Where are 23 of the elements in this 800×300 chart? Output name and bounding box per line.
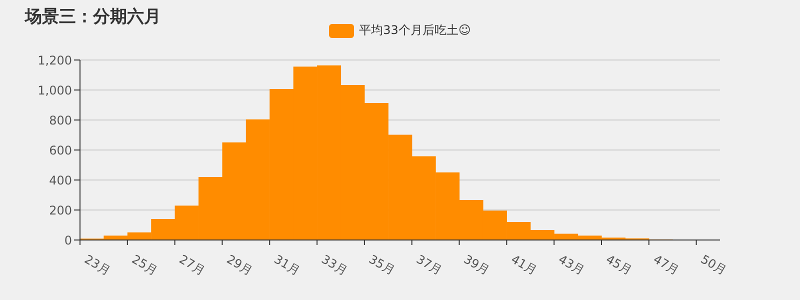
x-tick-label: 31月 — [272, 252, 302, 278]
legend-label: 平均33个月后吃土☺ — [359, 22, 471, 39]
y-tick-label: 400 — [49, 173, 72, 188]
chart-title: 场景三：分期六月 — [25, 6, 161, 28]
x-tick-label: 25月 — [130, 252, 160, 278]
x-tick-label: 41月 — [508, 252, 540, 278]
x-tick-label: 33月 — [319, 252, 350, 278]
x-tick-label: 50月 — [698, 252, 730, 278]
y-tick-label: 1,200 — [38, 53, 72, 68]
y-tick-label: 600 — [49, 143, 72, 158]
x-tick-label: 35月 — [366, 252, 398, 278]
x-tick-label: 29月 — [224, 252, 255, 278]
y-tick-label: 0 — [64, 233, 72, 248]
x-tick-label: 23月 — [82, 252, 113, 278]
x-tick-label: 45月 — [604, 252, 634, 278]
y-tick-label: 1,000 — [38, 83, 72, 98]
y-tick-label: 200 — [49, 203, 72, 218]
x-tick-label: 27月 — [176, 252, 208, 278]
x-tick-label: 43月 — [556, 252, 587, 278]
x-tick-label: 47月 — [650, 252, 682, 278]
x-tick-label: 39月 — [461, 252, 492, 278]
x-tick-label: 37月 — [414, 252, 445, 278]
y-tick-label: 800 — [49, 113, 72, 128]
